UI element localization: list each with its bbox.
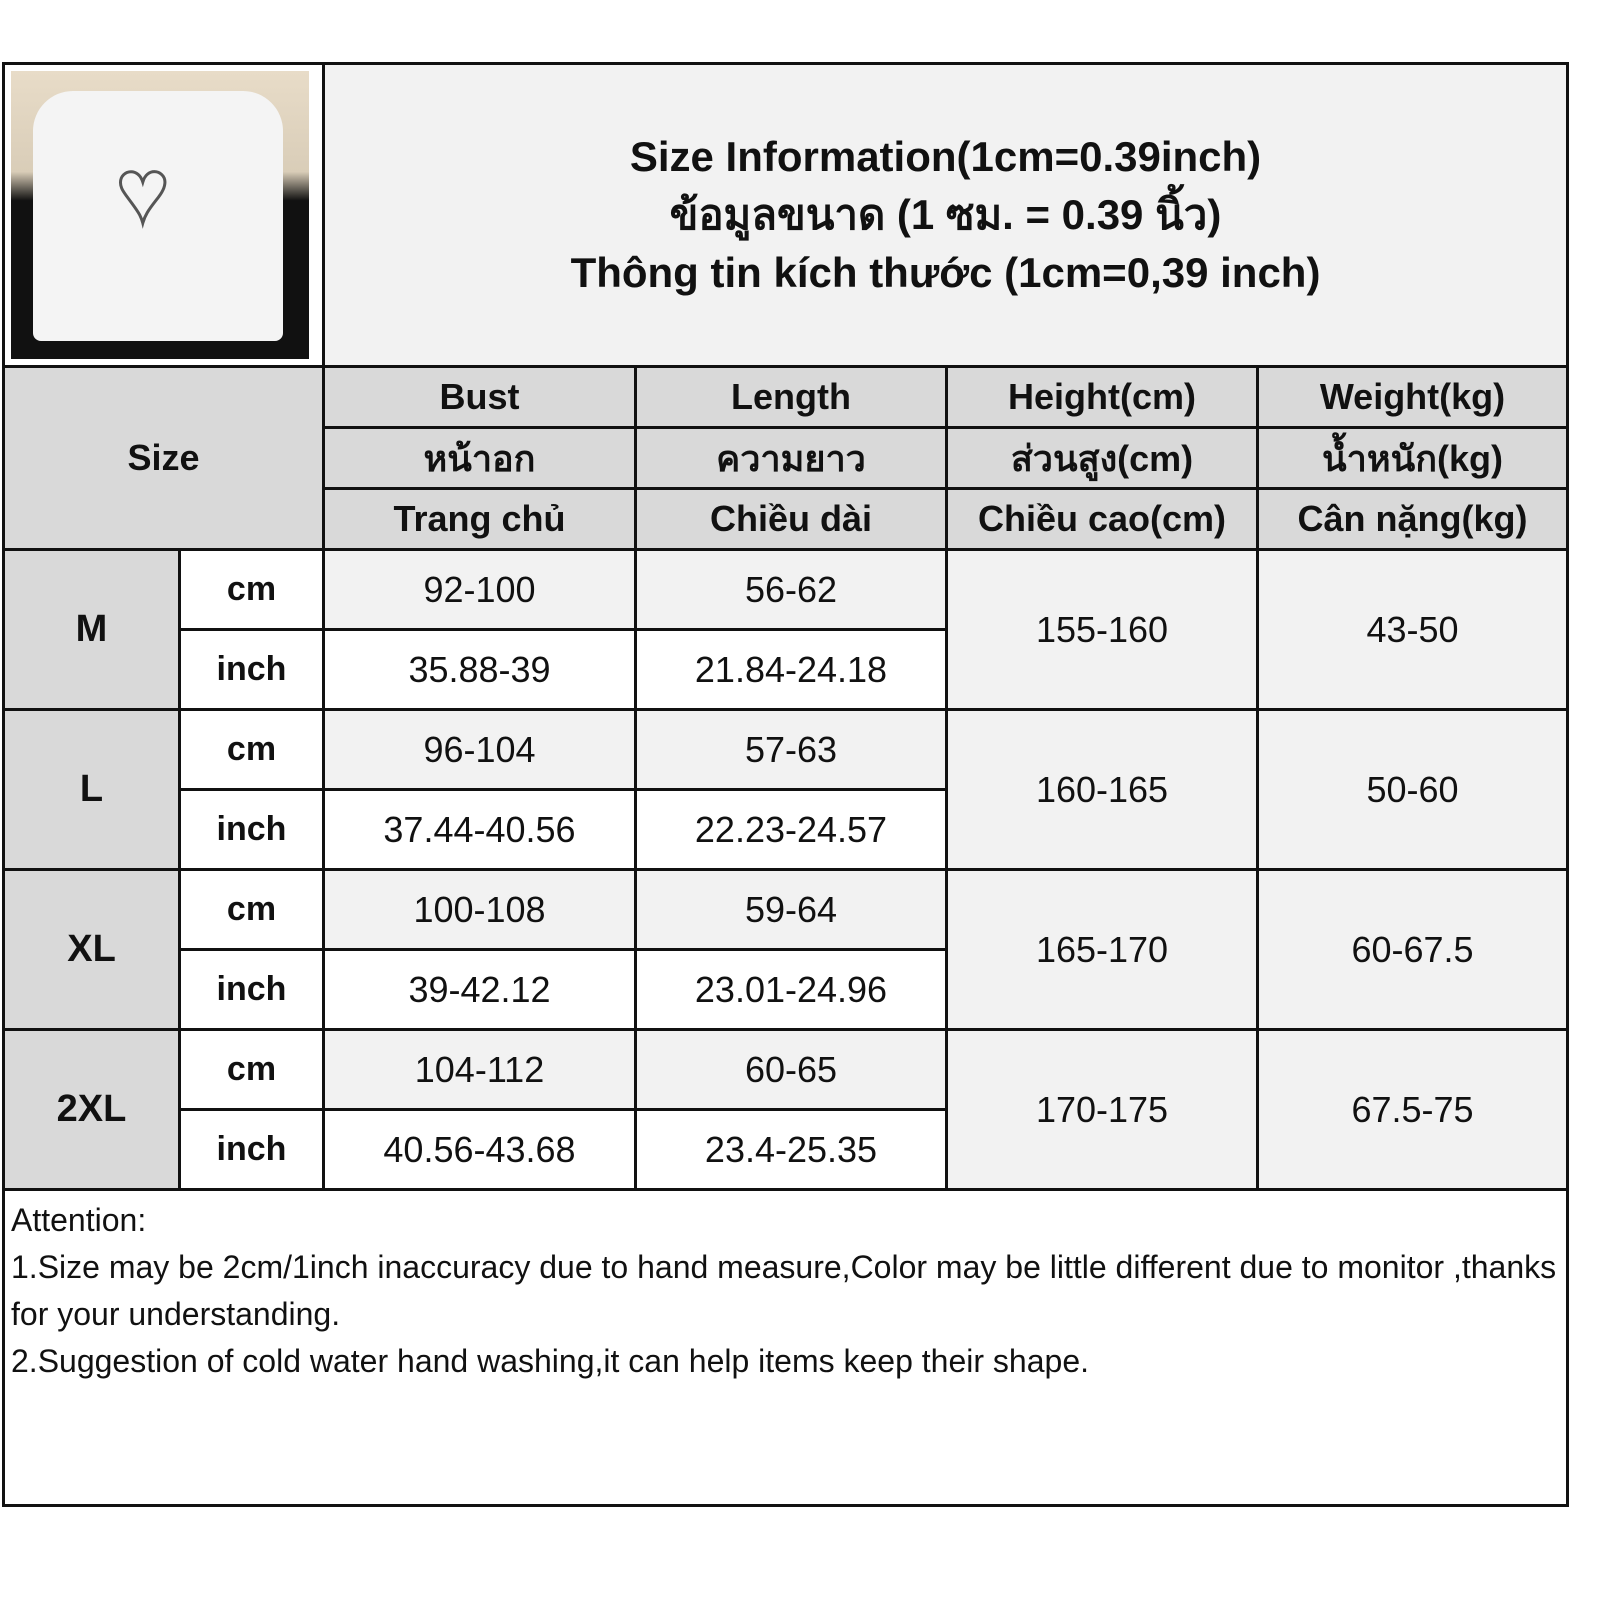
unit-inch: inch xyxy=(178,948,325,1031)
size-header: Size xyxy=(2,365,325,551)
header-bust-vi: Trang chủ xyxy=(322,487,637,551)
height-value: 170-175 xyxy=(945,1028,1259,1191)
note-2: 2.Suggestion of cold water hand washing,… xyxy=(11,1343,1089,1379)
unit-cm: cm xyxy=(178,548,325,631)
unit-inch: inch xyxy=(178,1108,325,1191)
bust-cm: 92-100 xyxy=(322,548,637,631)
header-weight-th: น้ำหนัก(kg) xyxy=(1255,426,1570,490)
chart-title: Size Information(1cm=0.39inch) ข้อมูลขนา… xyxy=(321,62,1570,368)
height-value: 155-160 xyxy=(945,548,1259,711)
length-cm: 59-64 xyxy=(634,868,948,951)
size-label: M xyxy=(2,548,181,711)
weight-value: 50-60 xyxy=(1255,708,1570,871)
length-inch: 21.84-24.18 xyxy=(634,628,948,711)
size-label: L xyxy=(2,708,181,871)
size-label: XL xyxy=(2,868,181,1031)
title-en: Size Information(1cm=0.39inch) xyxy=(629,133,1262,180)
header-weight-en: Weight(kg) xyxy=(1255,365,1570,429)
length-inch: 23.01-24.96 xyxy=(634,948,948,1031)
header-height-th: ส่วนสูง(cm) xyxy=(945,426,1259,490)
bust-cm: 104-112 xyxy=(322,1028,637,1111)
weight-value: 67.5-75 xyxy=(1255,1028,1570,1191)
title-vi: Thông tin kích thước (1cm=0,39 inch) xyxy=(570,249,1321,296)
bust-cm: 100-108 xyxy=(322,868,637,951)
bust-cm: 96-104 xyxy=(322,708,637,791)
length-cm: 56-62 xyxy=(634,548,948,631)
product-photo-cell: ♥ xyxy=(2,62,325,368)
unit-inch: inch xyxy=(178,628,325,711)
height-value: 160-165 xyxy=(945,708,1259,871)
weight-value: 60-67.5 xyxy=(1255,868,1570,1031)
unit-cm: cm xyxy=(178,868,325,951)
header-bust-en: Bust xyxy=(322,365,637,429)
bust-inch: 40.56-43.68 xyxy=(322,1108,637,1191)
hoodie-product-image: ♥ xyxy=(11,71,309,359)
header-weight-vi: Cân nặng(kg) xyxy=(1255,487,1570,551)
height-value: 165-170 xyxy=(945,868,1259,1031)
unit-inch: inch xyxy=(178,788,325,871)
title-th: ข้อมูลขนาด (1 ซม. = 0.39 นิ้ว) xyxy=(669,191,1222,238)
notes-heading: Attention: xyxy=(11,1202,147,1238)
header-length-vi: Chiều dài xyxy=(634,487,948,551)
length-inch: 23.4-25.35 xyxy=(634,1108,948,1191)
length-cm: 60-65 xyxy=(634,1028,948,1111)
length-inch: 22.23-24.57 xyxy=(634,788,948,871)
size-chart-table: ♥ Size Information(1cm=0.39inch) ข้อมูลข… xyxy=(1,62,1570,1507)
weight-value: 43-50 xyxy=(1255,548,1570,711)
unit-cm: cm xyxy=(178,1028,325,1111)
bust-inch: 37.44-40.56 xyxy=(322,788,637,871)
bust-inch: 39-42.12 xyxy=(322,948,637,1031)
header-height-en: Height(cm) xyxy=(945,365,1259,429)
bust-inch: 35.88-39 xyxy=(322,628,637,711)
note-1: 1.Size may be 2cm/1inch inaccuracy due t… xyxy=(11,1249,1557,1332)
attention-notes: Attention: 1.Size may be 2cm/1inch inacc… xyxy=(1,1188,1570,1507)
header-height-vi: Chiều cao(cm) xyxy=(945,487,1259,551)
length-cm: 57-63 xyxy=(634,708,948,791)
header-length-th: ความยาว xyxy=(634,426,948,490)
unit-cm: cm xyxy=(178,708,325,791)
size-label: 2XL xyxy=(2,1028,181,1191)
header-length-en: Length xyxy=(634,365,948,429)
header-bust-th: หน้าอก xyxy=(322,426,637,490)
